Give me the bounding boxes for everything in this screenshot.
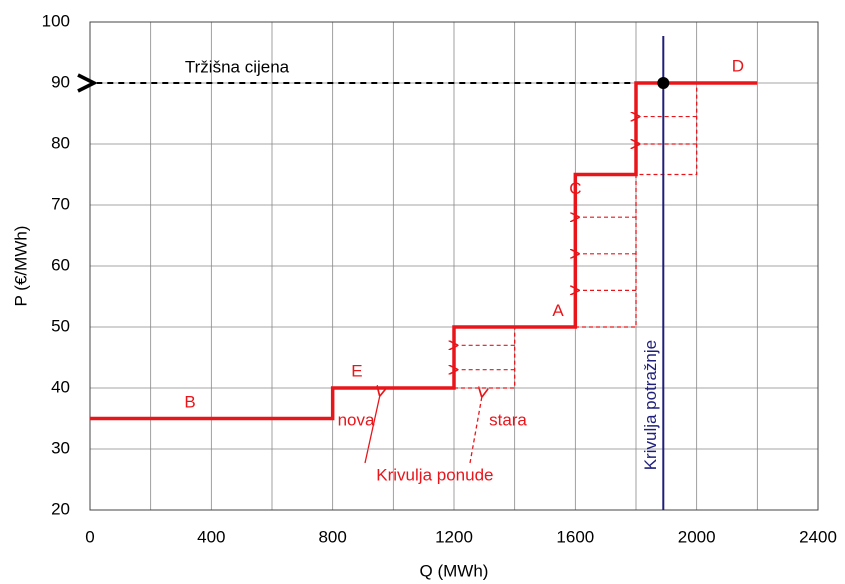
annotation: B (184, 393, 195, 412)
x-tick-label: 400 (197, 527, 225, 546)
pointer (469, 396, 482, 464)
annotation: Krivulja ponude (376, 465, 493, 484)
market-price-label: Tržišna cijena (185, 57, 290, 76)
equilibrium-point (657, 77, 670, 89)
y-tick-label: 50 (51, 316, 70, 335)
annotation: nova (338, 410, 375, 429)
x-tick-label: 1600 (556, 527, 594, 546)
y-tick-label: 30 (51, 438, 70, 457)
x-tick-label: 2400 (799, 527, 837, 546)
y-tick-label: 80 (51, 133, 70, 152)
y-tick-label: 20 (51, 499, 70, 518)
y-axis-label: P (€/MWh) (11, 226, 30, 307)
y-tick-label: 70 (51, 194, 70, 213)
y-tick-label: 90 (51, 72, 70, 91)
x-tick-label: 2000 (678, 527, 716, 546)
x-tick-label: 0 (85, 527, 94, 546)
x-tick-label: 1200 (435, 527, 473, 546)
annotation: A (552, 301, 564, 320)
annotation: stara (489, 410, 527, 429)
y-tick-label: 40 (51, 377, 70, 396)
x-tick-label: 800 (318, 527, 346, 546)
annotation: C (569, 179, 581, 198)
pointer (364, 395, 380, 464)
y-tick-label: 100 (42, 11, 70, 30)
supply-curve (90, 81, 758, 421)
y-tick-label: 60 (51, 255, 70, 274)
annotation: D (732, 57, 744, 76)
plot-frame (89, 21, 819, 511)
x-axis-label: Q (MWh) (420, 561, 489, 580)
demand-label: Krivulja potražnje (641, 340, 660, 470)
supply-curve (454, 82, 698, 389)
annotation: E (351, 362, 362, 381)
